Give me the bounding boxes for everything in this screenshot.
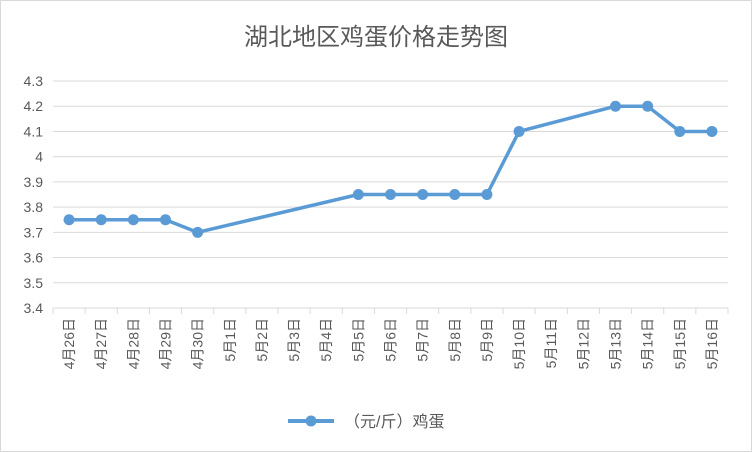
y-tick-label: 4.3 <box>24 73 44 89</box>
chart-title: 湖北地区鸡蛋价格走势图 <box>244 24 508 51</box>
data-point-5月10日[interactable] <box>513 125 525 137</box>
x-tick-label: 4月26日 <box>61 318 77 369</box>
x-tick-label: 5月16日 <box>704 318 720 369</box>
data-point-4月29日[interactable] <box>160 214 171 226</box>
y-tick-label: 4 <box>35 149 43 165</box>
series-layer <box>63 100 718 238</box>
y-tick-label: 3.6 <box>24 250 44 266</box>
data-point-5月13日[interactable] <box>610 100 621 112</box>
data-point-5月6日[interactable] <box>385 189 396 200</box>
x-tick-label: 5月12日 <box>575 318 591 369</box>
y-tick-label: 4.1 <box>24 123 44 139</box>
y-tick-label: 3.5 <box>24 275 44 291</box>
data-point-5月16日[interactable] <box>706 125 718 137</box>
x-tick-label: 5月7日 <box>415 318 431 362</box>
legend-marker-swatch <box>305 415 317 427</box>
data-point-5月7日[interactable] <box>417 189 429 200</box>
data-point-5月14日[interactable] <box>642 100 654 112</box>
y-tick-label: 3.9 <box>24 174 44 190</box>
y-tick-label: 3.4 <box>24 300 44 316</box>
x-tick-label: 5月9日 <box>479 318 495 362</box>
x-tick-label: 4月28日 <box>125 318 141 369</box>
x-tick-label: 5月15日 <box>672 318 688 369</box>
y-tick-label: 4.2 <box>24 98 44 114</box>
x-tick-label: 5月2日 <box>254 318 270 362</box>
x-tick-label: 5月5日 <box>350 318 366 362</box>
legend[interactable]: （元/斤）鸡蛋 <box>288 413 444 431</box>
data-point-5月5日[interactable] <box>352 189 364 200</box>
x-axis: 4月26日 4月27日 4月28日 4月29日 4月30日 5月1日 5月2日 5月3日 5月4… <box>52 308 729 369</box>
x-tick-label: 5月1日 <box>222 318 238 362</box>
y-tick-label: 3.7 <box>24 224 44 240</box>
data-point-5月9日[interactable] <box>481 189 493 200</box>
data-point-4月26日[interactable] <box>63 214 75 226</box>
data-point-5月8日[interactable] <box>449 189 461 200</box>
series-line <box>67 104 714 235</box>
data-point-4月30日[interactable] <box>192 226 204 238</box>
gridlines <box>53 80 728 309</box>
data-point-4月27日[interactable] <box>95 214 107 226</box>
x-tick-label: 4月30日 <box>190 318 206 369</box>
x-tick-label: 5月13日 <box>608 318 624 369</box>
x-tick-label: 5月4日 <box>318 318 334 362</box>
x-tick-label: 5月3日 <box>286 318 302 362</box>
legend-label: （元/斤）鸡蛋 <box>344 413 444 431</box>
x-tick-label: 5月6日 <box>383 318 399 362</box>
data-point-5月15日[interactable] <box>674 125 686 137</box>
x-tick-label: 5月14日 <box>640 318 656 369</box>
y-axis: 3.4 3.5 3.6 3.7 3.8 3.9 4 4.1 4.2 4.3 <box>24 73 44 316</box>
y-tick-label: 3.8 <box>24 199 44 215</box>
x-tick-label: 5月11日 <box>543 318 559 368</box>
x-tick-label: 4月27日 <box>93 318 109 369</box>
x-tick-label: 5月8日 <box>447 318 463 362</box>
data-point-4月28日[interactable] <box>127 214 139 226</box>
x-tick-label: 4月29日 <box>158 318 174 369</box>
x-tick-label: 5月10日 <box>511 318 527 369</box>
